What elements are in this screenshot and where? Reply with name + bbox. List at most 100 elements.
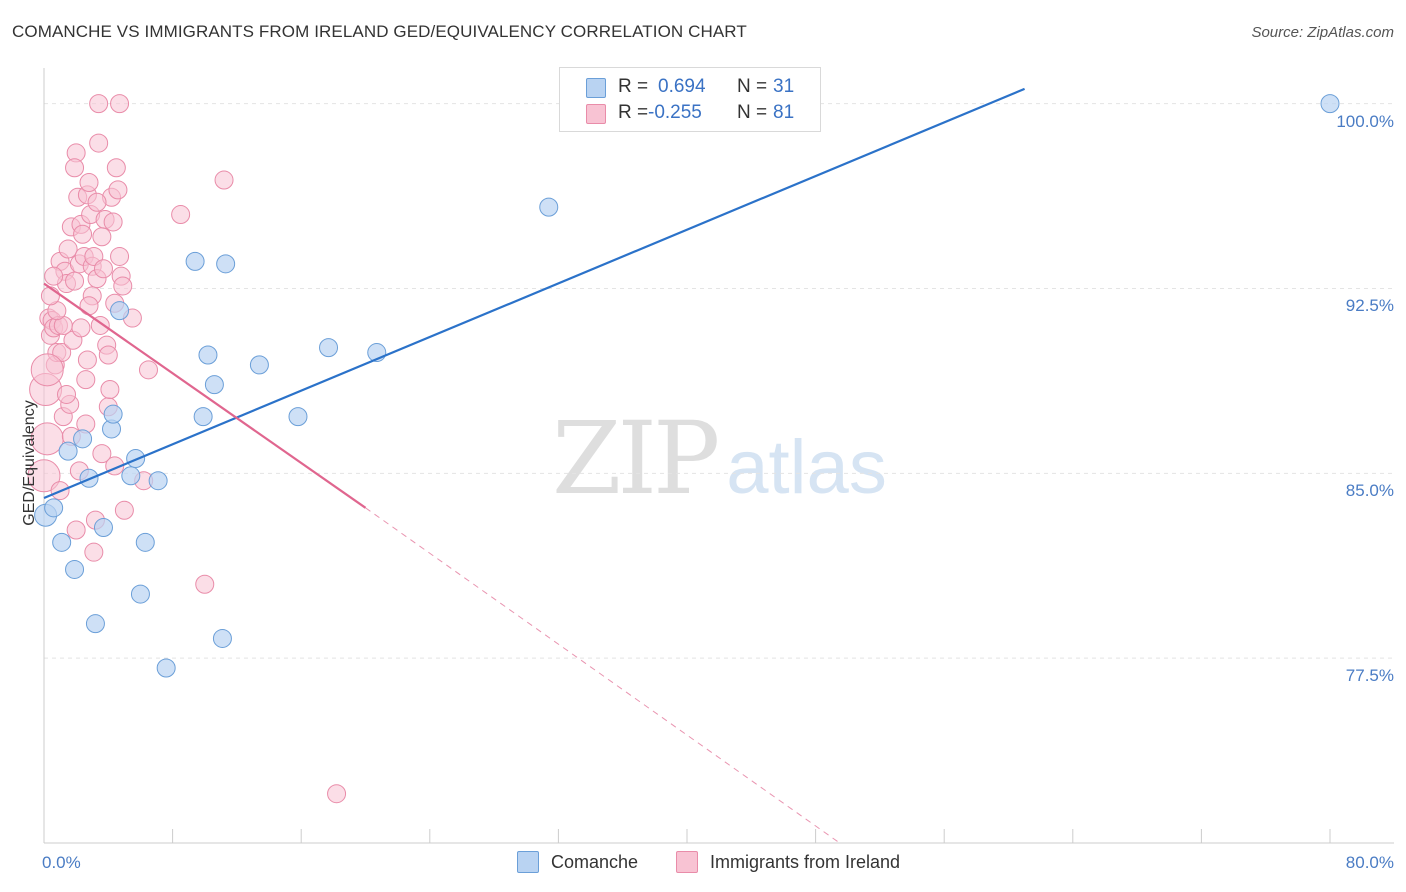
legend-r-value: -0.255 <box>648 102 702 123</box>
ireland-point <box>110 94 130 114</box>
y-tick-label: 92.5% <box>1345 296 1394 316</box>
legend-n-value: 31 <box>773 76 795 97</box>
comanche-point <box>193 407 213 427</box>
ireland-point <box>58 239 78 259</box>
ireland-point <box>171 205 191 225</box>
ireland-point <box>77 350 97 370</box>
watermark-zip: ZIP <box>552 400 720 517</box>
x-tick-max: 80.0% <box>1345 853 1394 872</box>
comanche-trend-line <box>43 87 1025 499</box>
axis-layer <box>43 68 1394 844</box>
trend-layer <box>43 87 1025 844</box>
chart-title: COMANCHE VS IMMIGRANTS FROM IRELAND GED/… <box>12 22 747 41</box>
ireland-point <box>76 370 96 390</box>
ireland-point <box>73 224 93 244</box>
y-axis-label: GED/Equivalency <box>21 400 38 526</box>
comanche-point <box>85 614 105 634</box>
comanche-point <box>185 251 205 271</box>
legend-n-label: N = <box>737 102 768 123</box>
comanche-point <box>249 355 269 375</box>
bottom-legend-comanche: Comanche <box>517 851 638 873</box>
ireland-point <box>214 170 234 190</box>
ireland-point <box>40 286 60 306</box>
comanche-point <box>121 466 141 486</box>
comanche-point <box>156 658 176 678</box>
comanche-point <box>130 584 150 604</box>
legend-n-label: N = <box>737 76 768 97</box>
comanche-point <box>212 628 232 648</box>
legend-n-value: 81 <box>773 102 795 123</box>
comanche-point <box>52 532 72 552</box>
ireland-point <box>103 212 123 232</box>
comanche-point <box>93 518 113 538</box>
comanche-point <box>288 407 308 427</box>
ireland-point <box>44 266 64 286</box>
ireland-point <box>57 384 77 404</box>
ireland-point <box>65 271 85 291</box>
correlation-legend: R = 0.694 N = 31 R = -0.255 N = 81 <box>559 67 821 132</box>
ireland-point <box>92 227 112 247</box>
ireland-point <box>66 520 86 540</box>
x-tick-min: 0.0% <box>42 853 81 872</box>
legend-r-value: 0.694 <box>658 76 706 97</box>
ireland-point <box>89 133 109 153</box>
legend-row-ireland: R = -0.255 N = 81 <box>560 100 820 126</box>
ireland-swatch <box>586 104 606 124</box>
ireland-point <box>30 353 64 387</box>
ireland-legend-label: Immigrants from Ireland <box>710 851 901 872</box>
comanche-point <box>103 404 123 424</box>
ireland-point <box>98 345 118 365</box>
comanche-point <box>135 532 155 552</box>
ireland-trend-line <box>43 282 367 509</box>
ireland-point <box>79 173 99 193</box>
ireland-point <box>89 94 109 114</box>
legend-r-label: R = <box>618 102 649 123</box>
ireland-point <box>93 259 113 279</box>
ireland-point <box>114 500 134 520</box>
y-tick-label: 100.0% <box>1336 111 1394 131</box>
legend-row-comanche: R = 0.694 N = 31 <box>560 74 820 100</box>
ireland-point <box>138 360 158 380</box>
grid-layer <box>44 103 1394 659</box>
comanche-points <box>34 94 1340 678</box>
comanche-swatch <box>586 78 606 98</box>
comanche-legend-label: Comanche <box>551 851 639 872</box>
comanche-point <box>1320 94 1340 114</box>
bottom-legend-ireland: Immigrants from Ireland <box>676 851 900 873</box>
comanche-legend-swatch <box>517 851 539 873</box>
y-tick-label: 77.5% <box>1345 666 1394 686</box>
ireland-point <box>71 318 91 338</box>
comanche-point <box>319 338 339 358</box>
comanche-point <box>44 498 64 518</box>
watermark-atlas: atlas <box>726 425 887 510</box>
legend-r-label: R = <box>618 76 649 97</box>
ireland-legend-swatch <box>676 851 698 873</box>
y-tick-label: 85.0% <box>1345 481 1394 501</box>
comanche-point <box>110 301 130 321</box>
ireland-point <box>100 380 120 400</box>
comanche-point <box>73 429 93 449</box>
ireland-point <box>110 246 130 266</box>
comanche-point <box>204 375 224 395</box>
comanche-point <box>126 449 146 469</box>
source-label: Source: ZipAtlas.com <box>1251 24 1394 41</box>
ireland-point <box>92 444 112 464</box>
ireland-point <box>27 459 61 493</box>
comanche-point <box>198 345 218 365</box>
ireland-point <box>84 542 104 562</box>
ireland-point <box>113 276 133 296</box>
ireland-point <box>327 784 347 804</box>
comanche-point <box>539 197 559 217</box>
ireland-point <box>106 158 126 178</box>
comanche-point <box>148 471 168 491</box>
ireland-points <box>27 94 347 804</box>
ireland-trend-extension <box>365 507 841 844</box>
ireland-point <box>65 158 85 178</box>
comanche-point <box>58 441 78 461</box>
comanche-point <box>216 254 236 274</box>
ireland-point <box>79 296 99 316</box>
zipatlas-watermark: ZIP atlas <box>552 400 887 517</box>
ireland-point <box>195 574 215 594</box>
ireland-point <box>87 192 107 212</box>
